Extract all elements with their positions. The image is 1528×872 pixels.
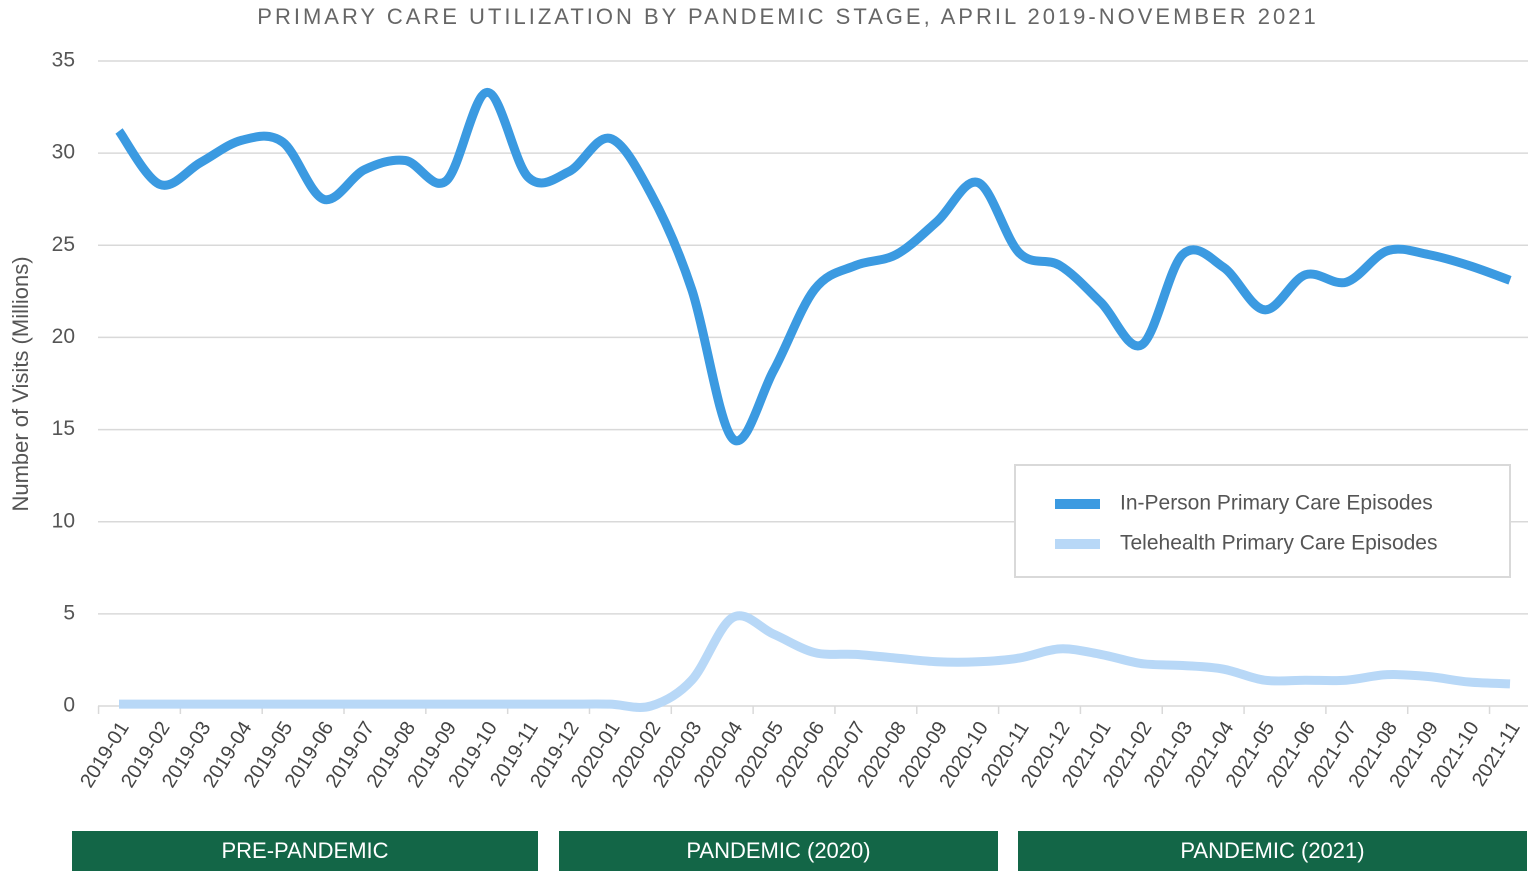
series-line	[115, 87, 1512, 446]
stage-band	[1018, 831, 1527, 871]
y-tick-label: 0	[63, 694, 75, 717]
stage-band	[559, 831, 998, 871]
stage-label: PANDEMIC (2020)	[686, 838, 870, 863]
y-axis-label: Number of Visits (Millions)	[8, 256, 33, 511]
y-tick-label: 10	[52, 509, 75, 532]
y-tick-label: 20	[52, 325, 75, 348]
stage-label: PANDEMIC (2021)	[1180, 838, 1364, 863]
y-tick-label: 30	[52, 141, 75, 164]
series-line	[118, 611, 1511, 712]
y-tick-label: 5	[63, 601, 75, 624]
legend-label: Telehealth Primary Care Episodes	[1120, 532, 1437, 555]
stage-band	[72, 831, 538, 871]
legend-box	[1014, 464, 1511, 578]
legend-label: In-Person Primary Care Episodes	[1120, 492, 1433, 515]
chart-title: PRIMARY CARE UTILIZATION BY PANDEMIC STA…	[257, 4, 1318, 29]
y-tick-label: 35	[52, 49, 75, 72]
y-tick-label: 25	[52, 233, 75, 256]
stage-label: PRE-PANDEMIC	[221, 838, 388, 863]
y-tick-label: 15	[52, 417, 75, 440]
